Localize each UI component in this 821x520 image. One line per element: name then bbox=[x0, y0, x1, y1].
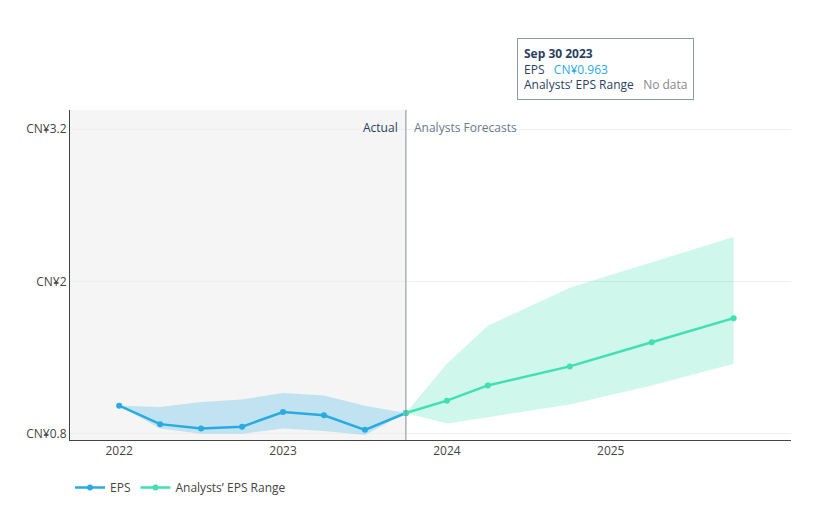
svg-text:2024: 2024 bbox=[433, 442, 461, 459]
svg-text:Sep 30 2023EPS CN¥0.963Analy: Sep 30 2023EPS CN¥0.963Analysts’ EPS Ran… bbox=[524, 45, 687, 93]
svg-text:2022: 2022 bbox=[105, 442, 133, 459]
svg-text:CN¥2: CN¥2 bbox=[36, 273, 66, 290]
svg-text:Analysts Forecasts: Analysts Forecasts bbox=[414, 119, 517, 136]
svg-text:CN¥0.8: CN¥0.8 bbox=[26, 425, 66, 442]
svg-text:2023: 2023 bbox=[269, 442, 297, 459]
svg-text:EPS: EPS bbox=[110, 479, 130, 496]
svg-text:2025: 2025 bbox=[597, 442, 625, 459]
svg-text:CN¥3.2: CN¥3.2 bbox=[26, 120, 66, 137]
svg-text:Actual: Actual bbox=[363, 119, 398, 136]
svg-text:Analysts’ EPS Range: Analysts’ EPS Range bbox=[175, 479, 285, 496]
